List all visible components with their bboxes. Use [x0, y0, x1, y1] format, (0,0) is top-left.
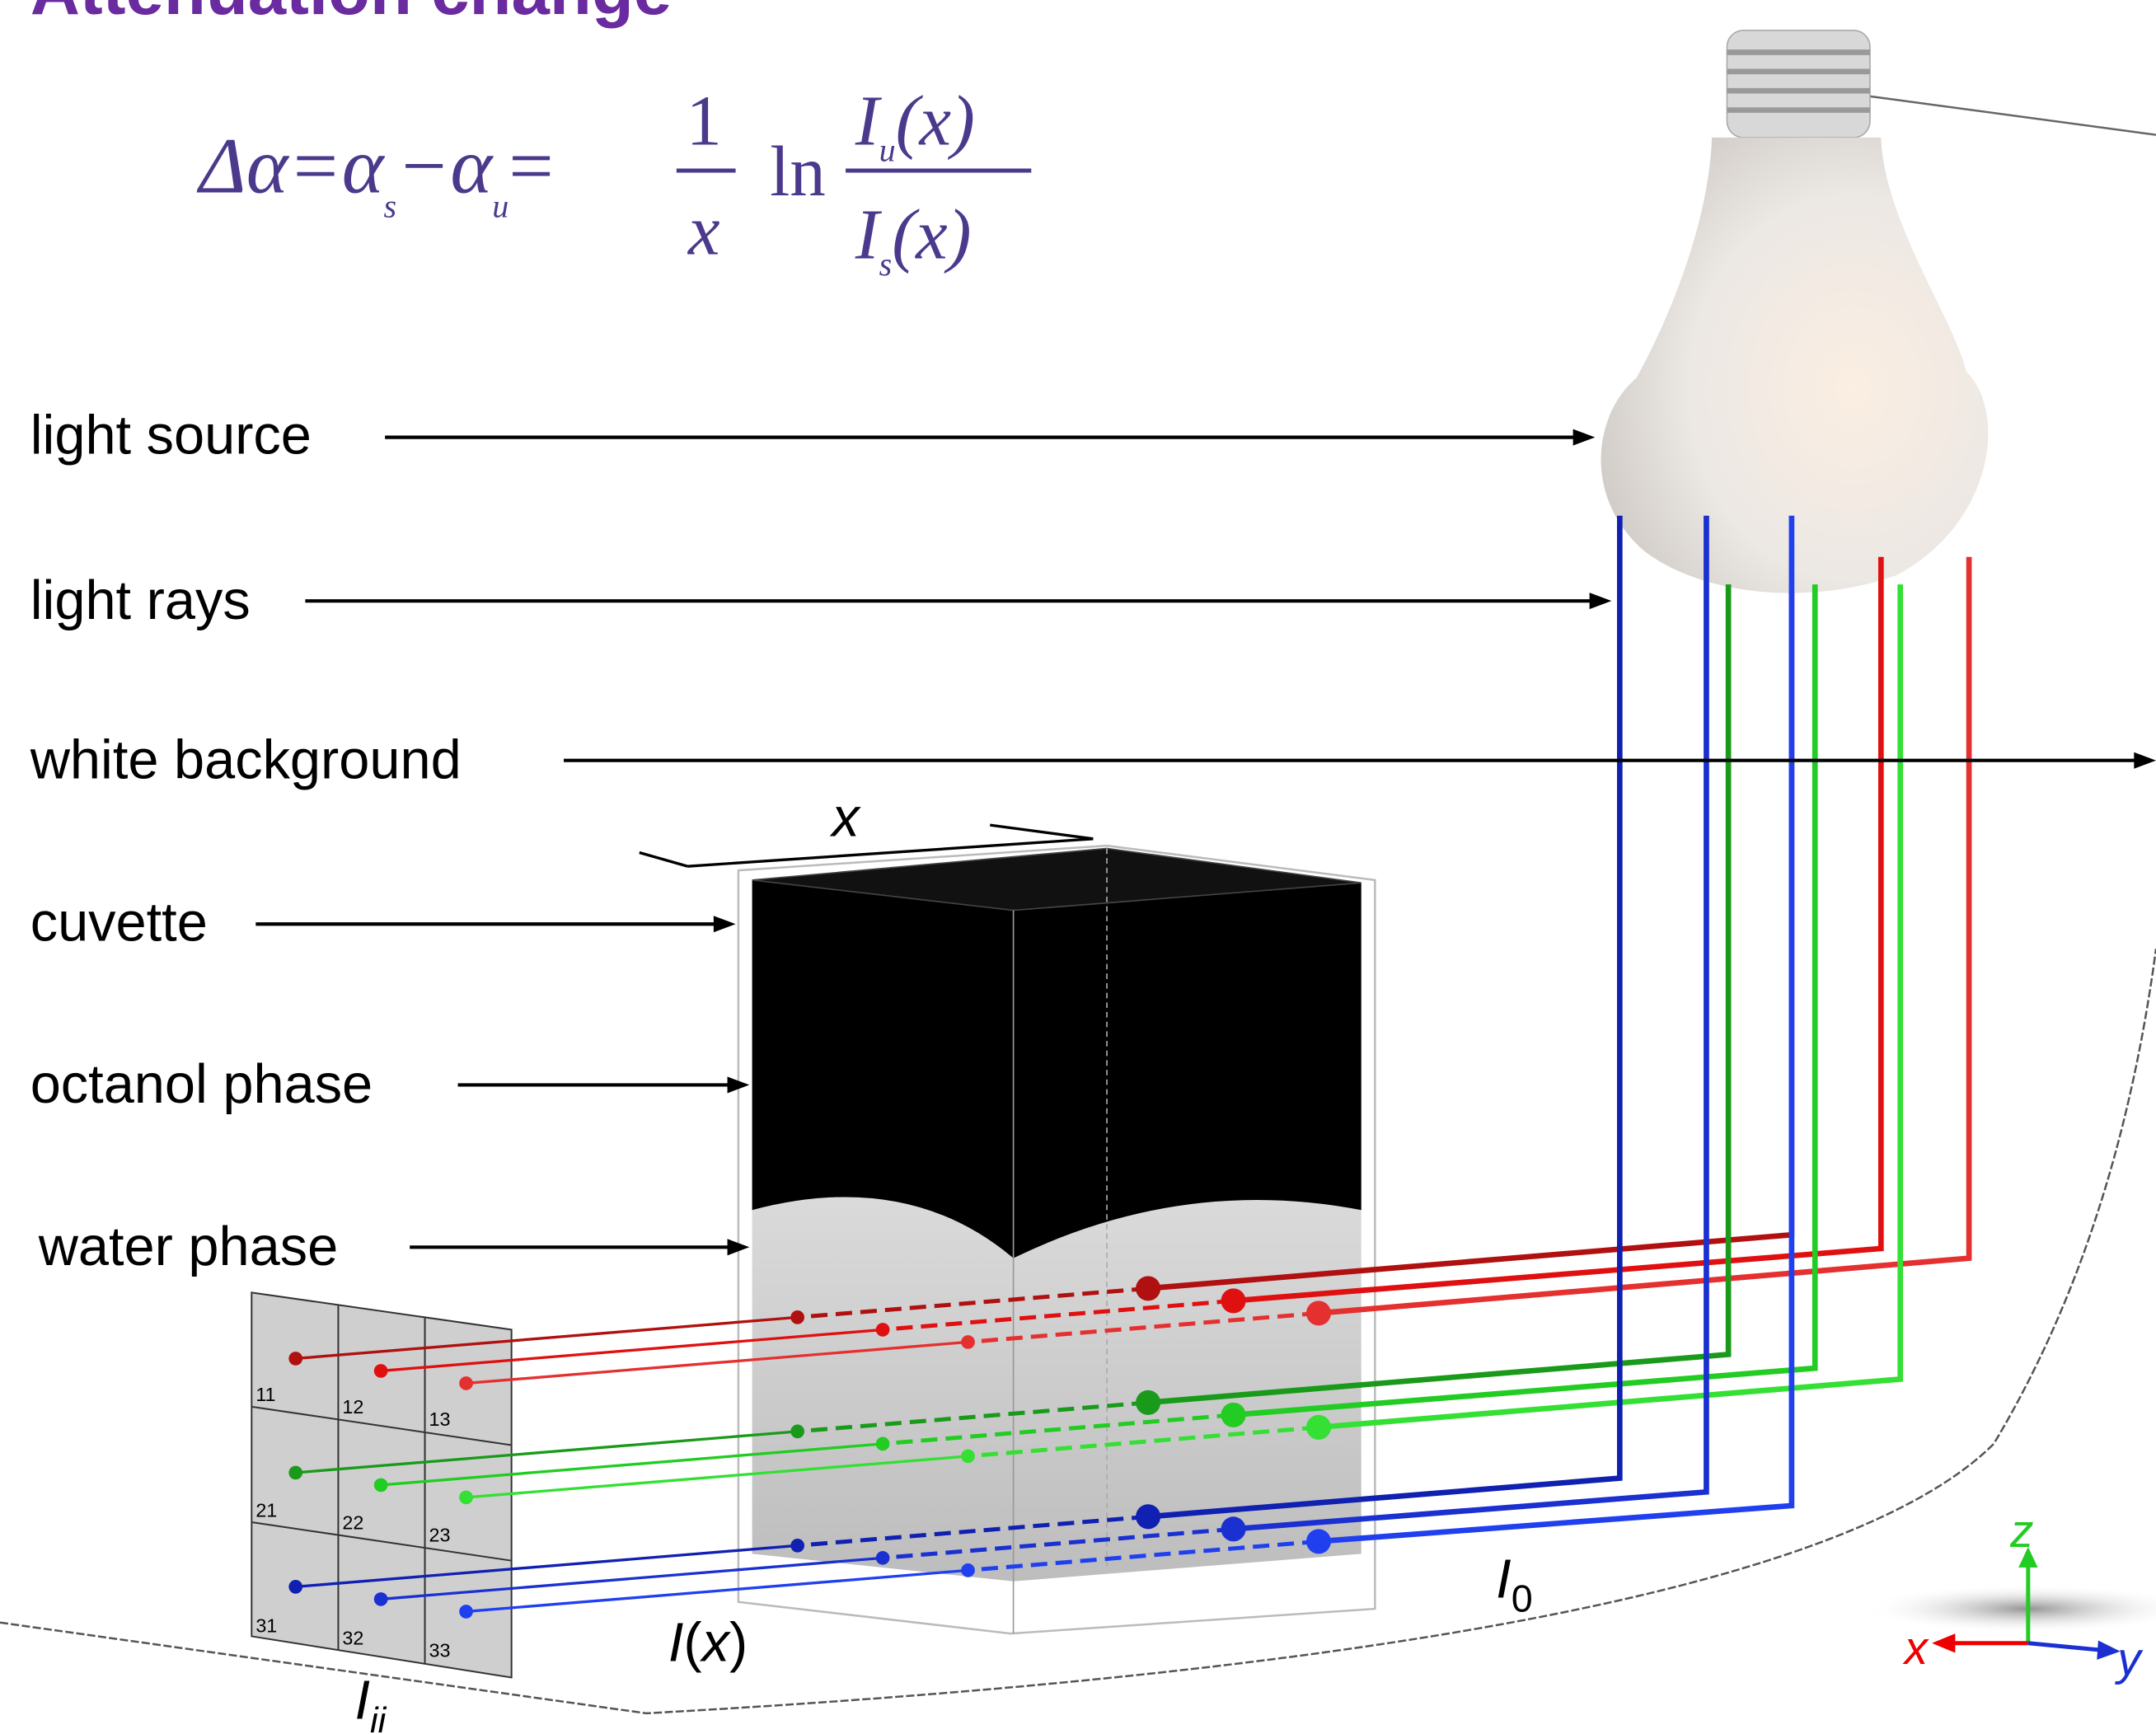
axis-x: x [1902, 1623, 1930, 1675]
arrow-head [727, 1239, 750, 1256]
intensity-ii: Iii [354, 1671, 387, 1734]
cell-number: 11 [255, 1384, 275, 1405]
ray-inside [797, 1286, 1149, 1319]
formula-num: 1 [687, 81, 722, 160]
light-ray [1147, 584, 1732, 1406]
light-bulb [1601, 29, 1989, 593]
ray-dot [288, 1465, 303, 1480]
light-ray [1233, 556, 1884, 1304]
ray-inside [797, 1514, 1149, 1548]
ray-dot [459, 1376, 473, 1390]
ray-dot [961, 1563, 975, 1577]
ray-dot [288, 1580, 303, 1594]
ray-dot [1305, 1529, 1331, 1554]
ray-out [381, 1328, 883, 1373]
ray-dot [1305, 1414, 1331, 1440]
arrow-head [713, 916, 736, 933]
label: light rays [30, 570, 251, 631]
shadow [1863, 1584, 2156, 1634]
cell-number: 31 [255, 1614, 277, 1636]
ray-out [295, 1430, 798, 1474]
ray-dot [790, 1310, 804, 1324]
ray-dot [459, 1605, 473, 1619]
ray-out [295, 1315, 798, 1361]
ray-dot [790, 1538, 804, 1553]
sheet-edge [1869, 95, 2156, 136]
cell-number: 13 [429, 1408, 451, 1430]
intensity-x: I(x) [668, 1612, 748, 1673]
ray-inside [968, 1425, 1319, 1459]
floor-edge [0, 949, 2156, 1715]
cell-number: 22 [342, 1511, 363, 1533]
formula-den2: Is(x) [855, 195, 972, 283]
ray-inside [797, 1400, 1149, 1434]
axes [1932, 1547, 2121, 1660]
intensity-0: I0 [1496, 1549, 1533, 1620]
ray-dot [373, 1364, 388, 1378]
dimension-label: x [829, 787, 861, 848]
cell-number: 32 [342, 1627, 363, 1648]
ray-dot [875, 1323, 890, 1337]
light-ray [1318, 515, 1795, 1544]
ray-dot [790, 1424, 804, 1439]
arrow-head [1572, 429, 1596, 446]
ray-dot [961, 1449, 975, 1464]
ray-dot [1305, 1300, 1331, 1326]
ray-inside [882, 1526, 1234, 1560]
formula-den: x [687, 191, 720, 270]
ray-dot [373, 1592, 388, 1606]
label: light source [30, 405, 312, 466]
ray-dot [1221, 1516, 1246, 1542]
ray-out [466, 1568, 968, 1614]
formula-num2: Iu(x) [855, 81, 975, 168]
ray-dot [875, 1436, 890, 1451]
ray-out [381, 1442, 883, 1487]
label: cuvette [30, 892, 208, 953]
ray-dot [373, 1478, 388, 1493]
cell-number: 12 [342, 1396, 363, 1418]
light-ray [1318, 584, 1904, 1431]
ray-inside [882, 1413, 1234, 1446]
label: water phase [38, 1216, 338, 1277]
cell-number: 21 [255, 1499, 277, 1521]
title: Attenuation change [30, 0, 672, 29]
ray-dot [288, 1352, 303, 1366]
axis-y: y [2114, 1633, 2144, 1685]
ray-dot [1221, 1402, 1246, 1427]
axis-z: z [2009, 1506, 2033, 1558]
ray-dot [459, 1490, 473, 1505]
ray-inside [968, 1310, 1319, 1344]
cuvette [737, 844, 1376, 1635]
formula-ln: ln [770, 132, 825, 211]
dimension-line [639, 823, 1094, 868]
ray-inside [968, 1539, 1319, 1572]
ray-inside [882, 1298, 1234, 1332]
ray-out [466, 1455, 968, 1499]
formula: Δα=αs−αu= [196, 122, 554, 225]
label: octanol phase [30, 1054, 373, 1115]
ray-dot [875, 1551, 890, 1565]
ray-dot [961, 1335, 975, 1349]
arrow-head [727, 1076, 750, 1094]
cell-number: 23 [429, 1524, 451, 1545]
arrow-head [1589, 593, 1612, 610]
light-ray [1318, 556, 1972, 1316]
ray-out [466, 1340, 968, 1385]
arrow-head [2134, 752, 2156, 769]
cell-number: 33 [429, 1639, 451, 1661]
light-ray [1147, 515, 1623, 1520]
ray-dot [1136, 1504, 1161, 1530]
ray-dot [1136, 1390, 1161, 1415]
ray-dot [1221, 1288, 1246, 1314]
light-ray [1233, 515, 1709, 1532]
ray-dot [1136, 1276, 1161, 1301]
ray-out [381, 1556, 883, 1601]
ray-out [295, 1544, 798, 1589]
label: white background [30, 729, 462, 790]
light-ray [1233, 584, 1818, 1418]
